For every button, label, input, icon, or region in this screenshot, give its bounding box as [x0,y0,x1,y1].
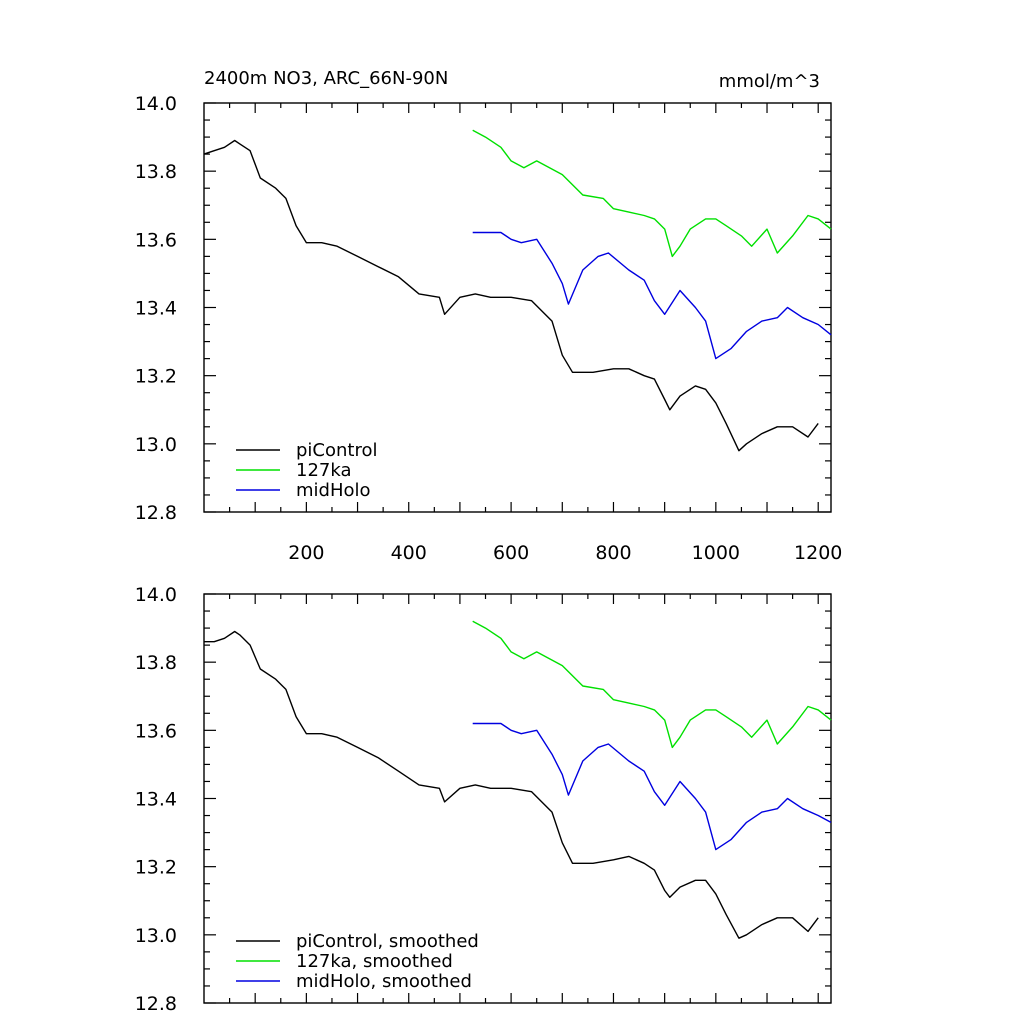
y-tick-label: 14.0 [135,584,177,606]
y-tick-label: 13.6 [135,720,177,742]
top-panel: 12.8 13.0 13.2 13.4 13.6 13.8 14.0 200 400 600 800… [135,93,843,564]
legend-label: midHolo, smoothed [296,971,472,992]
y-tick-label: 13.4 [135,298,177,320]
x-tick-label: 400 [391,542,427,564]
legend-label: 127ka, smoothed [296,951,453,972]
y-tick-label: 13.4 [135,789,177,811]
legend-label: piControl, smoothed [296,931,479,952]
bottom-panel: 12.8 13.0 13.2 13.4 13.6 13.8 14.0 piControl, s… [135,584,832,1015]
y-tick-label: 12.8 [135,502,177,524]
units-label: mmol/m^3 [719,71,820,92]
y-tick-label: 13.0 [135,434,177,456]
legend-label: 127ka [296,460,352,481]
series-line-1 [472,620,832,749]
legend-label: piControl [296,440,378,461]
y-tick-label: 13.2 [135,366,177,388]
x-tick-label: 1000 [692,542,740,564]
y-tick-label: 13.8 [135,161,177,183]
series-line-0 [204,630,819,939]
y-tick-label: 12.8 [135,993,177,1015]
y-tick-label: 13.0 [135,925,177,947]
y-tick-label: 14.0 [135,93,177,115]
x-tick-label: 1200 [794,542,842,564]
series-line-1 [472,129,832,258]
x-tick-label: 200 [288,542,324,564]
series-line-0 [203,139,819,452]
x-tick-label: 600 [493,542,529,564]
x-tick-label: 800 [595,542,631,564]
legend-label: midHolo [296,480,371,501]
y-tick-label: 13.2 [135,857,177,879]
chart-title: 2400m NO3, ARC_66N-90N [204,68,448,89]
series-line-2 [472,231,832,360]
y-tick-label: 13.8 [135,652,177,674]
series-line-2 [472,722,832,851]
y-tick-label: 13.6 [135,229,177,251]
